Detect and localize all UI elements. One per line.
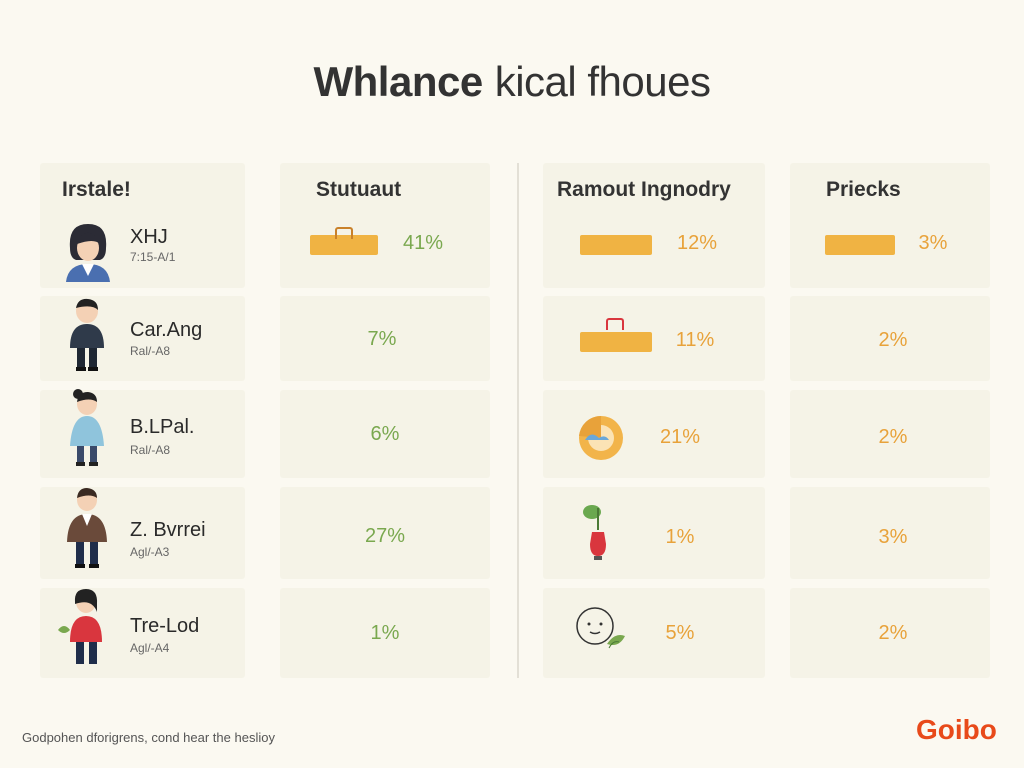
person-avatar-icon xyxy=(70,389,104,466)
row-4-col2: 1% xyxy=(665,526,695,548)
person-avatar-icon xyxy=(58,589,102,664)
cell-bg xyxy=(543,163,765,288)
row-4-col3: 3% xyxy=(878,526,908,548)
col-header-1: Irstale! xyxy=(62,178,131,201)
row-3-name: B.LPal. xyxy=(130,416,195,438)
title-rest: kical fhoues xyxy=(494,58,711,105)
bag-bar xyxy=(310,235,378,255)
row-2-col3: 2% xyxy=(878,329,908,351)
row-1-col3: 3% xyxy=(918,232,948,254)
person-avatar-icon xyxy=(67,488,107,568)
bag-handle xyxy=(335,227,353,239)
face-leaf-icon xyxy=(576,607,625,649)
brand-logo: Goibo xyxy=(916,714,997,745)
row-4-col1: 27% xyxy=(364,525,406,547)
bar xyxy=(580,235,652,255)
column-divider xyxy=(517,163,519,678)
bar xyxy=(825,235,895,255)
cell-bg xyxy=(280,390,490,478)
cell-bg xyxy=(790,296,990,381)
bag-handle xyxy=(606,318,624,330)
footer-caption: Godpohen dforigrens, cond hear the hesli… xyxy=(22,730,275,745)
pie-chart-icon xyxy=(579,415,623,460)
person-avatar-icon xyxy=(66,224,110,282)
row-3-col1: 6% xyxy=(370,423,400,445)
row-2-col1: 7% xyxy=(367,328,397,350)
cell-bg xyxy=(790,163,990,288)
cell-bg xyxy=(790,487,990,579)
row-2-col2: 11% xyxy=(675,329,715,351)
cell-bg xyxy=(280,163,490,288)
bag-bar xyxy=(580,332,652,352)
row-1-sub: 7:15-A/1 xyxy=(130,250,176,264)
cell-bg xyxy=(280,296,490,381)
row-3-col3: 2% xyxy=(878,426,908,448)
row-3-sub: Ral/-A8 xyxy=(130,443,171,457)
col-header-4: Priecks xyxy=(826,178,901,201)
row-5-sub: Agl/-A4 xyxy=(130,641,170,655)
row-5-col1: 1% xyxy=(370,622,400,644)
plant-vase-icon xyxy=(583,505,606,560)
cell-bg xyxy=(543,588,765,678)
row-1-col2: 12% xyxy=(676,232,718,254)
cell-bg xyxy=(280,487,490,579)
person-avatar-icon xyxy=(70,298,104,371)
row-4-sub: Agl/-A3 xyxy=(130,545,170,559)
row-1-col1: 41% xyxy=(402,232,444,254)
row-2-name: Car.Ang xyxy=(130,319,203,341)
title-bold: Whlance xyxy=(313,58,484,105)
cell-bg xyxy=(790,588,990,678)
page-title: Whlance kical fhoues xyxy=(0,58,1024,106)
cell-bg xyxy=(280,588,490,678)
cell-bg xyxy=(543,487,765,579)
cell-bg xyxy=(790,390,990,478)
row-3-col2: 21% xyxy=(659,426,701,448)
row-5-col3: 2% xyxy=(878,622,908,644)
col-header-2: Stutuaut xyxy=(316,178,402,201)
row-5-name: Tre-Lod xyxy=(130,615,200,637)
row-2-sub: Ral/-A8 xyxy=(130,344,171,358)
row-4-name: Z. Bvrrei xyxy=(130,519,206,541)
col-header-3: Ramout Ingnodry xyxy=(557,178,731,201)
cell-bg xyxy=(40,163,245,288)
row-1-name: XHJ xyxy=(130,226,168,248)
row-5-col2: 5% xyxy=(665,622,695,644)
